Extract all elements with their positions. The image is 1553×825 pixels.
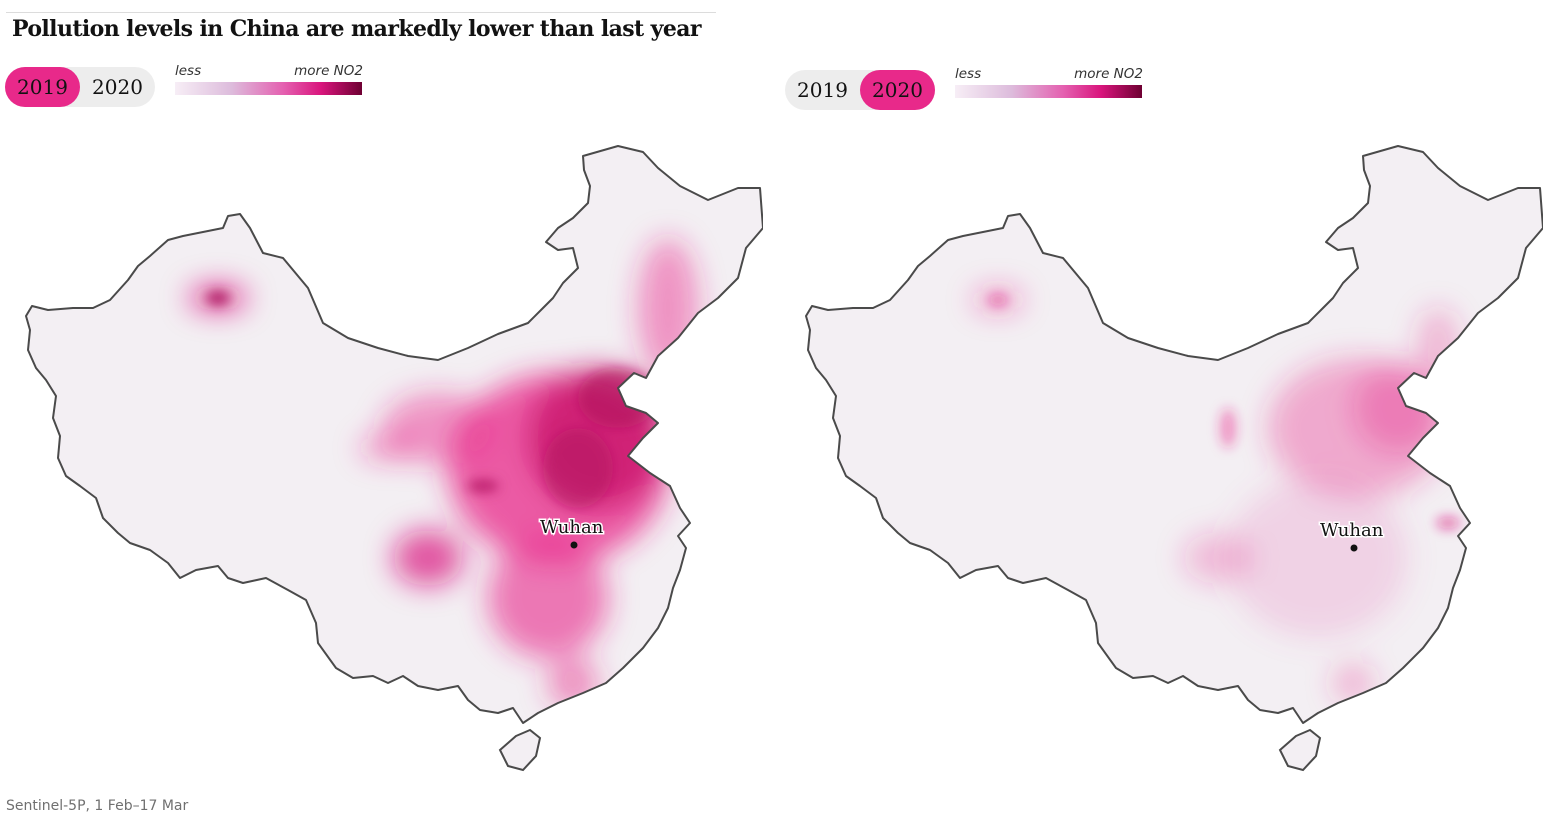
source-credit: Sentinel-5P, 1 Feb–17 Mar <box>6 798 189 814</box>
china-border <box>805 145 1543 724</box>
wuhan-label: Wuhan <box>1320 520 1384 541</box>
legend-less-label: less <box>955 66 982 82</box>
hainan-island <box>1278 728 1322 772</box>
toggle-2019-option[interactable]: 2019 <box>5 67 80 107</box>
legend-less-label: less <box>175 63 202 79</box>
toggle-2020-option[interactable]: 2020 <box>860 70 935 110</box>
legend-more-label: more NO2 <box>294 63 363 79</box>
hainan-island <box>498 728 542 772</box>
no2-legend: less more NO2 <box>175 63 365 103</box>
legend-gradient-bar <box>955 85 1142 98</box>
china-map-2020: Wuhan <box>805 145 1543 772</box>
wuhan-label: Wuhan <box>540 517 604 538</box>
china-map-2019: Wuhan <box>25 145 763 772</box>
wuhan-marker <box>1350 544 1358 552</box>
toggle-2020-option[interactable]: 2020 <box>92 75 143 99</box>
top-rule <box>6 12 716 13</box>
legend-more-label: more NO2 <box>1074 66 1143 82</box>
no2-legend: less more NO2 <box>955 66 1145 106</box>
page-title: Pollution levels in China are markedly l… <box>12 16 701 42</box>
wuhan-marker <box>570 541 578 549</box>
year-toggle-2019-panel[interactable]: 2019 2020 <box>5 67 155 107</box>
toggle-2019-option[interactable]: 2019 <box>797 78 848 102</box>
year-toggle-2020-panel[interactable]: 2019 2020 <box>785 70 935 110</box>
legend-gradient-bar <box>175 82 362 95</box>
china-border <box>25 145 763 724</box>
